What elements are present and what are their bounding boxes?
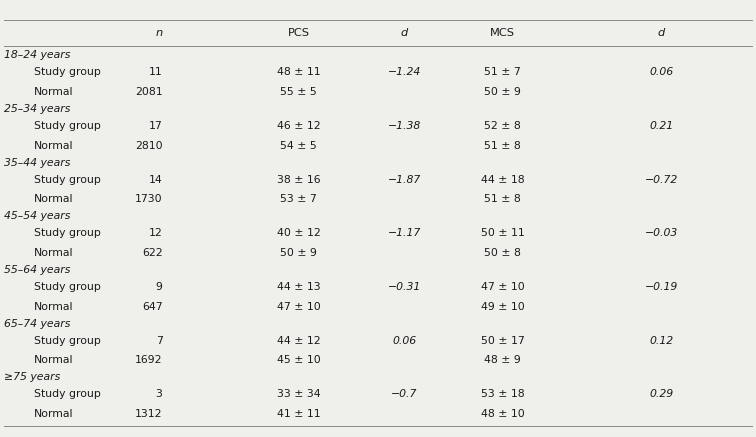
Text: 46 ± 12: 46 ± 12 <box>277 121 321 131</box>
Text: 54 ± 5: 54 ± 5 <box>280 141 317 151</box>
Text: 38 ± 16: 38 ± 16 <box>277 174 321 184</box>
Text: 44 ± 12: 44 ± 12 <box>277 336 321 346</box>
Text: 0.29: 0.29 <box>649 389 674 399</box>
Text: 51 ± 7: 51 ± 7 <box>485 67 521 77</box>
Text: 0.06: 0.06 <box>392 336 417 346</box>
Text: Study group: Study group <box>34 228 101 238</box>
Text: 12: 12 <box>149 228 163 238</box>
Text: 55–64 years: 55–64 years <box>4 265 70 275</box>
Text: 44 ± 13: 44 ± 13 <box>277 282 321 292</box>
Text: 3: 3 <box>156 389 163 399</box>
Text: −1.87: −1.87 <box>388 174 421 184</box>
Text: 18–24 years: 18–24 years <box>4 50 70 60</box>
Text: 40 ± 12: 40 ± 12 <box>277 228 321 238</box>
Text: 49 ± 10: 49 ± 10 <box>481 302 525 312</box>
Text: 35–44 years: 35–44 years <box>4 158 70 167</box>
Text: 2810: 2810 <box>135 141 163 151</box>
Text: 48 ± 9: 48 ± 9 <box>485 355 521 365</box>
Text: −0.31: −0.31 <box>388 282 421 292</box>
Text: d: d <box>658 28 665 38</box>
Text: −0.03: −0.03 <box>645 228 678 238</box>
Text: 0.21: 0.21 <box>649 121 674 131</box>
Text: 0.06: 0.06 <box>649 67 674 77</box>
Text: Study group: Study group <box>34 174 101 184</box>
Text: 622: 622 <box>142 248 163 258</box>
Text: 45–54 years: 45–54 years <box>4 211 70 221</box>
Text: 1730: 1730 <box>135 194 163 204</box>
Text: 45 ± 10: 45 ± 10 <box>277 355 321 365</box>
Text: 50 ± 17: 50 ± 17 <box>481 336 525 346</box>
Text: Study group: Study group <box>34 282 101 292</box>
Text: PCS: PCS <box>287 28 310 38</box>
Text: Normal: Normal <box>34 409 73 419</box>
Text: 41 ± 11: 41 ± 11 <box>277 409 321 419</box>
Text: Normal: Normal <box>34 355 73 365</box>
Text: 50 ± 11: 50 ± 11 <box>481 228 525 238</box>
Text: 65–74 years: 65–74 years <box>4 319 70 329</box>
Text: −0.72: −0.72 <box>645 174 678 184</box>
Text: 50 ± 9: 50 ± 9 <box>280 248 317 258</box>
Text: Study group: Study group <box>34 121 101 131</box>
Text: Normal: Normal <box>34 141 73 151</box>
Text: 52 ± 8: 52 ± 8 <box>485 121 521 131</box>
Text: 48 ± 10: 48 ± 10 <box>481 409 525 419</box>
Text: 55 ± 5: 55 ± 5 <box>280 87 317 97</box>
Text: Study group: Study group <box>34 67 101 77</box>
Text: 7: 7 <box>156 336 163 346</box>
Text: Normal: Normal <box>34 87 73 97</box>
Text: d: d <box>401 28 408 38</box>
Text: −1.24: −1.24 <box>388 67 421 77</box>
Text: 25–34 years: 25–34 years <box>4 104 70 114</box>
Text: 47 ± 10: 47 ± 10 <box>481 282 525 292</box>
Text: −0.7: −0.7 <box>392 389 417 399</box>
Text: 48 ± 11: 48 ± 11 <box>277 67 321 77</box>
Text: 1312: 1312 <box>135 409 163 419</box>
Text: 2081: 2081 <box>135 87 163 97</box>
Text: 53 ± 7: 53 ± 7 <box>280 194 317 204</box>
Text: 11: 11 <box>149 67 163 77</box>
Text: 14: 14 <box>149 174 163 184</box>
Text: Study group: Study group <box>34 389 101 399</box>
Text: −1.17: −1.17 <box>388 228 421 238</box>
Text: ≥75 years: ≥75 years <box>4 372 60 382</box>
Text: −1.38: −1.38 <box>388 121 421 131</box>
Text: 50 ± 9: 50 ± 9 <box>485 87 521 97</box>
Text: 50 ± 8: 50 ± 8 <box>485 248 521 258</box>
Text: 44 ± 18: 44 ± 18 <box>481 174 525 184</box>
Text: 1692: 1692 <box>135 355 163 365</box>
Text: 9: 9 <box>156 282 163 292</box>
Text: Normal: Normal <box>34 248 73 258</box>
Text: MCS: MCS <box>490 28 516 38</box>
Text: 53 ± 18: 53 ± 18 <box>481 389 525 399</box>
Text: 47 ± 10: 47 ± 10 <box>277 302 321 312</box>
Text: Normal: Normal <box>34 194 73 204</box>
Text: Normal: Normal <box>34 302 73 312</box>
Text: 51 ± 8: 51 ± 8 <box>485 194 521 204</box>
Text: 33 ± 34: 33 ± 34 <box>277 389 321 399</box>
Text: 51 ± 8: 51 ± 8 <box>485 141 521 151</box>
Text: −0.19: −0.19 <box>645 282 678 292</box>
Text: n: n <box>155 28 163 38</box>
Text: 647: 647 <box>142 302 163 312</box>
Text: Study group: Study group <box>34 336 101 346</box>
Text: 0.12: 0.12 <box>649 336 674 346</box>
Text: 17: 17 <box>149 121 163 131</box>
